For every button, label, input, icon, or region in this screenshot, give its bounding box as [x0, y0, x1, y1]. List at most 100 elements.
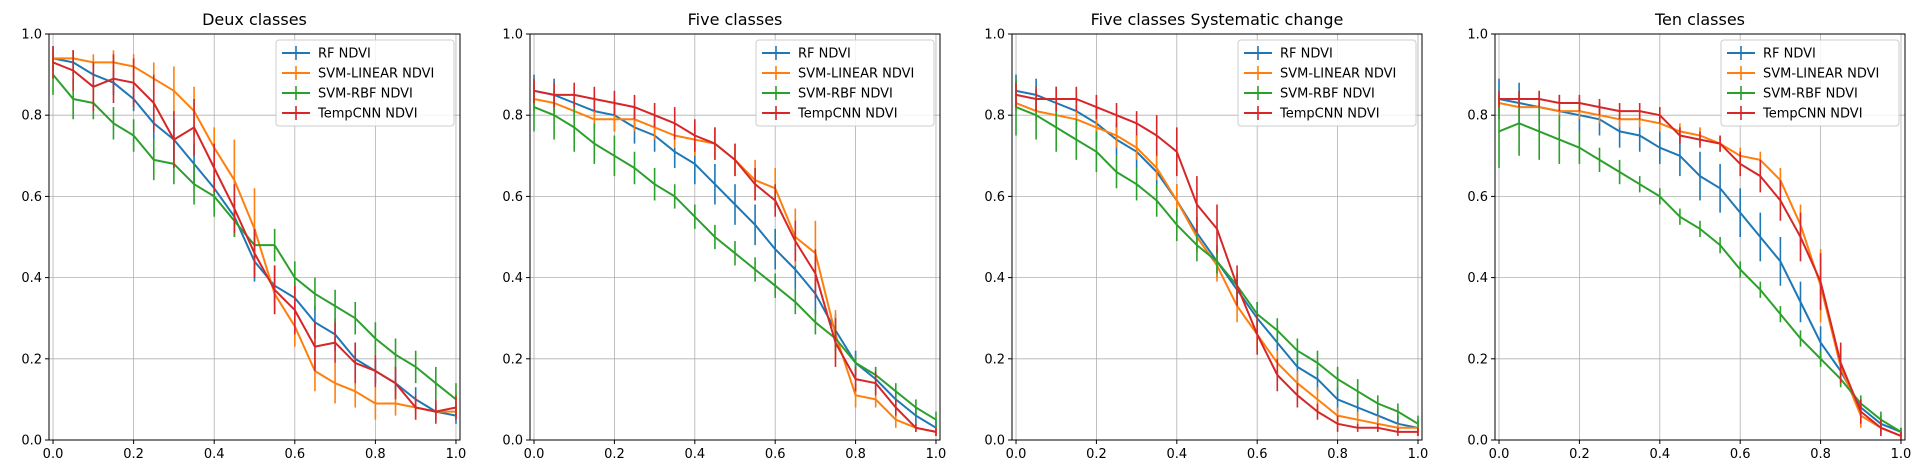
data-point [894, 390, 897, 393]
data-point [152, 102, 155, 104]
data-point [1296, 366, 1299, 368]
data-point [1719, 142, 1721, 145]
data-point [1538, 98, 1541, 100]
data-point [1356, 418, 1359, 421]
data-point [774, 284, 776, 287]
legend-label: SVM-LINEAR NDVI [318, 67, 434, 82]
data-point [1035, 114, 1037, 116]
data-point [193, 183, 195, 186]
data-point [1518, 122, 1520, 125]
x-tick-label: 0.0 [1006, 447, 1027, 462]
data-point [1356, 427, 1359, 429]
data-point [714, 236, 716, 238]
data-point [754, 224, 756, 226]
data-point [1115, 171, 1118, 173]
x-tick-label: 0.2 [1086, 447, 1107, 462]
legend-label: SVM-LINEAR NDVI [1280, 67, 1396, 82]
data-point [1498, 130, 1500, 133]
y-tick-label: 0.0 [502, 434, 523, 449]
data-point [734, 159, 736, 161]
data-point [613, 155, 616, 157]
data-point [273, 288, 276, 291]
data-point [1216, 228, 1218, 230]
data-point [1880, 427, 1882, 429]
legend-label: TempCNN NDVI [317, 107, 418, 122]
data-point [1518, 98, 1520, 100]
data-point [553, 114, 555, 116]
data-point [694, 215, 696, 218]
data-point [1819, 341, 1822, 344]
data-point [374, 402, 377, 405]
data-point [1276, 329, 1279, 332]
x-tick-label: 1.0 [926, 447, 947, 462]
data-point [593, 118, 596, 121]
data-point [613, 118, 616, 121]
data-point [1336, 422, 1339, 425]
legend-label: TempCNN NDVI [797, 107, 898, 122]
data-point [1095, 150, 1098, 153]
data-point [414, 406, 417, 409]
data-point [1759, 175, 1762, 177]
legend: RF NDVI SVM-LINEAR NDVI SVM-RBF NDVI TempCN… [1237, 39, 1417, 127]
data-point [213, 167, 216, 169]
chart-panel-2: 0.0 0.2 0.4 0.6 0.8 1.0 0.0 0.2 0.4 0.6 0.8 1.0 Five… [984, 10, 1428, 462]
data-point [714, 142, 716, 145]
y-tick-label: 0.0 [1467, 434, 1488, 449]
legend-label: RF NDVI [798, 47, 851, 62]
data-point [1618, 130, 1621, 133]
data-point [894, 406, 897, 409]
data-point [794, 301, 797, 303]
data-point [1376, 402, 1379, 405]
legend-label: SVM-RBF NDVI [1280, 87, 1375, 102]
data-point [334, 341, 336, 344]
y-tick-label: 0.4 [984, 271, 1005, 286]
data-point [533, 106, 535, 108]
data-point [1075, 98, 1078, 100]
legend-label: RF NDVI [1763, 47, 1816, 62]
data-point [734, 252, 736, 255]
data-point [1176, 150, 1178, 153]
data-point [1578, 102, 1581, 104]
data-point [694, 134, 696, 137]
data-point [854, 378, 857, 380]
axes-frame [529, 33, 941, 441]
data-point [1819, 358, 1822, 360]
data-point [1155, 199, 1158, 202]
data-point [935, 431, 937, 433]
chart-title: Deux classes [202, 10, 307, 29]
data-point [854, 394, 857, 397]
data-point [1356, 390, 1359, 393]
series-3 [1015, 82, 1419, 436]
data-point [1397, 431, 1399, 433]
x-tick-label: 0.6 [765, 447, 786, 462]
data-point [1417, 431, 1419, 433]
data-point [673, 122, 676, 125]
data-point [253, 252, 256, 255]
data-point [633, 167, 636, 169]
data-point [1659, 114, 1661, 116]
data-point [1176, 224, 1178, 226]
data-point [1376, 427, 1379, 429]
data-point [1799, 337, 1802, 340]
data-point [1196, 244, 1198, 246]
data-point [1135, 122, 1138, 125]
legend-label: SVM-RBF NDVI [1763, 87, 1858, 102]
data-point [1316, 378, 1319, 380]
x-tick-label: 0.4 [1166, 447, 1187, 462]
data-point [1115, 114, 1118, 116]
data-point [1578, 146, 1581, 149]
axes-frame [1494, 33, 1906, 441]
data-point [152, 159, 155, 161]
data-point [774, 248, 776, 250]
data-point [1699, 175, 1701, 177]
legend-box [1237, 39, 1417, 127]
data-point [894, 418, 897, 421]
data-point [1598, 159, 1601, 161]
data-point [1316, 398, 1319, 401]
data-point [1779, 260, 1782, 263]
data-point [112, 77, 115, 80]
legend-label: TempCNN NDVI [1762, 107, 1863, 122]
data-point [653, 114, 656, 116]
data-point [193, 126, 195, 129]
data-point [1135, 146, 1138, 149]
